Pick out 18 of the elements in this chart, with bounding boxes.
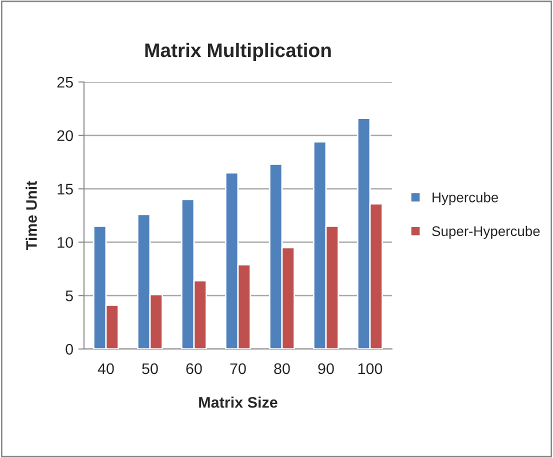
y-tick-label: 0: [66, 344, 73, 355]
x-axis-title: Matrix Size: [199, 396, 278, 408]
x-tick-label: 50: [142, 363, 158, 374]
y-tick-label: 15: [58, 184, 73, 194]
chart-title: Matrix Multiplication: [145, 42, 331, 62]
y-tick-label: 25: [57, 76, 73, 88]
x-tick-label: 60: [186, 363, 202, 374]
y-tick-label: 20: [57, 130, 73, 142]
x-tick-label: 90: [318, 363, 334, 374]
y-axis-title: Time Unit: [26, 181, 37, 250]
x-tick-label: 80: [274, 363, 290, 374]
x-tick-label: 40: [98, 363, 114, 374]
legend-label: Hypercube: [432, 192, 498, 206]
legend-label: Super-Hypercube: [432, 226, 540, 239]
x-tick-label: 70: [230, 363, 246, 374]
y-tick-label: 5: [66, 290, 73, 302]
y-tick-label: 10: [58, 237, 73, 248]
x-tick-label: 100: [358, 363, 382, 374]
